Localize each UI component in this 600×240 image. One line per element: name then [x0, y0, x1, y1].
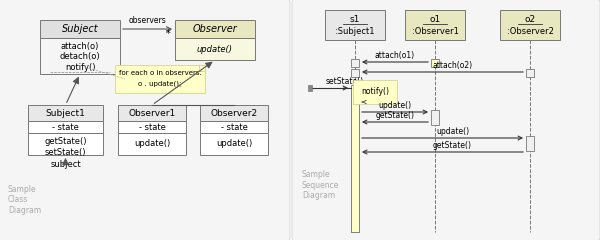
FancyBboxPatch shape	[115, 65, 205, 93]
Text: Observer1: Observer1	[128, 108, 176, 118]
FancyBboxPatch shape	[526, 69, 534, 77]
Text: notify(): notify()	[65, 62, 95, 72]
FancyBboxPatch shape	[526, 136, 534, 151]
Text: attach(o2): attach(o2)	[433, 61, 473, 70]
FancyBboxPatch shape	[351, 59, 359, 67]
FancyBboxPatch shape	[351, 85, 359, 232]
FancyBboxPatch shape	[325, 10, 385, 40]
Text: notify(): notify()	[361, 88, 389, 96]
Text: Observer: Observer	[193, 24, 238, 34]
Text: update(): update()	[379, 101, 412, 110]
Text: Subject: Subject	[62, 24, 98, 34]
FancyBboxPatch shape	[200, 105, 268, 121]
FancyBboxPatch shape	[40, 20, 120, 38]
FancyBboxPatch shape	[405, 10, 465, 40]
Text: o2: o2	[524, 16, 536, 24]
FancyBboxPatch shape	[200, 121, 268, 133]
Text: :Observer1: :Observer1	[412, 28, 458, 36]
FancyBboxPatch shape	[308, 85, 312, 91]
Text: update(): update()	[134, 139, 170, 149]
Text: getState(): getState()	[376, 111, 415, 120]
Text: update(): update()	[436, 127, 469, 136]
FancyBboxPatch shape	[118, 133, 186, 155]
Text: s1: s1	[350, 16, 360, 24]
Text: Sample
Sequence
Diagram: Sample Sequence Diagram	[302, 170, 340, 200]
FancyBboxPatch shape	[500, 10, 560, 40]
Text: setState(): setState()	[45, 148, 86, 156]
Text: *: *	[166, 29, 171, 39]
FancyBboxPatch shape	[28, 133, 103, 155]
Text: update(): update()	[216, 139, 252, 149]
FancyBboxPatch shape	[431, 59, 439, 67]
Text: update(): update()	[197, 44, 233, 54]
Text: setState(): setState()	[326, 77, 364, 86]
Text: - state: - state	[221, 122, 247, 132]
FancyBboxPatch shape	[175, 20, 255, 38]
Text: o . update();: o . update();	[139, 81, 182, 87]
FancyBboxPatch shape	[118, 105, 186, 121]
Text: attach(o): attach(o)	[61, 42, 99, 50]
FancyBboxPatch shape	[351, 69, 359, 77]
FancyBboxPatch shape	[431, 110, 439, 125]
Text: - state: - state	[52, 122, 79, 132]
FancyBboxPatch shape	[351, 91, 359, 232]
FancyBboxPatch shape	[28, 121, 103, 133]
Text: subject: subject	[50, 160, 81, 169]
Text: getState(): getState()	[44, 138, 87, 146]
Text: :Subject1: :Subject1	[335, 28, 375, 36]
Text: attach(o1): attach(o1)	[375, 51, 415, 60]
Text: for each o in observers:: for each o in observers:	[119, 70, 202, 76]
Text: detach(o): detach(o)	[59, 52, 100, 60]
FancyBboxPatch shape	[175, 38, 255, 60]
FancyBboxPatch shape	[40, 38, 120, 74]
Text: Subject1: Subject1	[46, 108, 85, 118]
FancyBboxPatch shape	[292, 0, 600, 240]
Text: Observer2: Observer2	[211, 108, 257, 118]
Text: getState(): getState()	[433, 141, 472, 150]
FancyBboxPatch shape	[28, 105, 103, 121]
FancyBboxPatch shape	[118, 121, 186, 133]
Text: observers: observers	[128, 16, 166, 25]
Text: :Observer2: :Observer2	[506, 28, 553, 36]
Text: - state: - state	[139, 122, 166, 132]
FancyBboxPatch shape	[0, 0, 290, 240]
Text: Sample
Class
Diagram: Sample Class Diagram	[8, 185, 41, 215]
FancyBboxPatch shape	[200, 133, 268, 155]
Text: o1: o1	[430, 16, 440, 24]
